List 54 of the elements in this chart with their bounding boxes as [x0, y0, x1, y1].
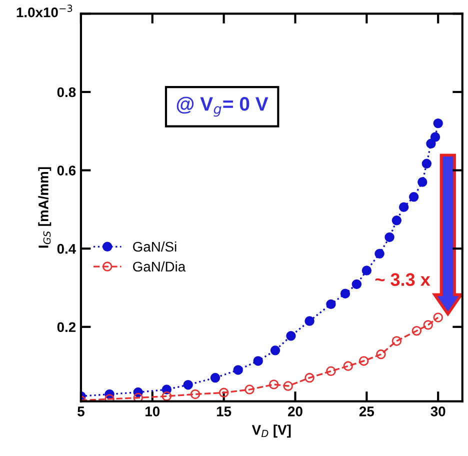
point [412, 326, 422, 336]
point [392, 216, 402, 226]
point [430, 132, 440, 142]
point [343, 361, 353, 371]
point [423, 320, 433, 330]
point [433, 118, 443, 128]
point [210, 372, 220, 383]
point [358, 356, 369, 366]
point [190, 389, 200, 400]
x-tick-label: 25 [359, 406, 374, 416]
point [244, 384, 254, 394]
point [418, 177, 428, 187]
point [304, 316, 314, 326]
x-tick-label: 15 [216, 406, 232, 416]
point [374, 248, 384, 259]
point [233, 365, 243, 375]
point [104, 394, 114, 402]
x-tick-label: 5 [78, 406, 84, 416]
point [218, 388, 229, 398]
point [304, 372, 314, 383]
point [283, 381, 293, 391]
point [426, 138, 436, 149]
point [253, 356, 263, 366]
point [392, 336, 402, 346]
point [352, 279, 362, 290]
point [270, 346, 280, 356]
point [433, 312, 443, 322]
point [384, 232, 394, 242]
point [398, 202, 409, 212]
point [286, 331, 296, 341]
annotation: @ V$_{g}$= 0 V [176, 96, 268, 117]
x-tick-label: 20 [288, 406, 302, 416]
point [340, 288, 350, 298]
y-axis-title: I$_{GS}$ [mA/mm] [38, 167, 52, 248]
y-tick-label: 0.4 [57, 244, 76, 254]
x-tick-label: 10 [146, 406, 160, 416]
point [362, 266, 372, 276]
x-axis-title: V$_{D}$ [V] [252, 424, 291, 438]
point [183, 380, 193, 390]
y-tick-label: 0.2 [57, 322, 76, 332]
annotation: ~ 3.3 x [375, 273, 430, 286]
text: 1.0x10$^{−3}$ [16, 4, 72, 18]
legend-label: GaN/Dia [133, 261, 186, 272]
point [326, 366, 336, 376]
legend-label: GaN/Si [133, 241, 176, 252]
x-tick-label: 30 [430, 406, 446, 416]
point [408, 192, 419, 202]
point [422, 158, 432, 168]
point [268, 380, 279, 390]
y-tick-label: 0.8 [57, 87, 76, 98]
y-tick-label: 0.6 [57, 166, 76, 176]
point [326, 299, 336, 310]
point [376, 349, 386, 360]
point [162, 391, 172, 402]
